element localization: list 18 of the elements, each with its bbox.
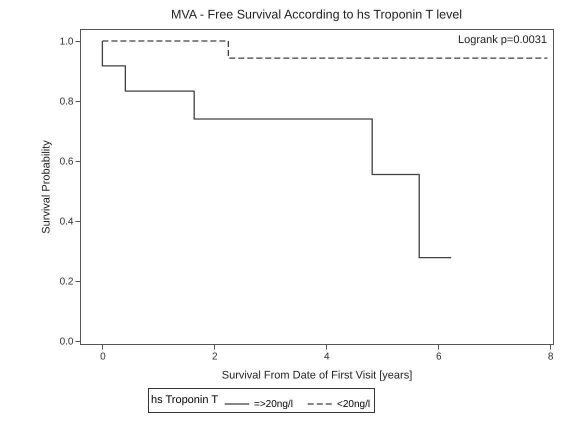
y-tick-label: 0.0	[60, 336, 74, 348]
x-tick-label: 6	[436, 352, 442, 362]
y-axis-title: Survival Probability	[40, 140, 53, 234]
legend-title: hs Troponin T	[151, 394, 218, 406]
x-axis-title: Survival From Date of First Visit [years]	[222, 370, 412, 382]
y-tick-label: 1.0	[60, 36, 74, 48]
legend-label: =>20ng/l	[254, 399, 293, 410]
x-tick-label: 2	[212, 352, 218, 362]
x-tick-label: 0	[100, 352, 106, 362]
y-tick-label: 0.2	[60, 276, 74, 288]
x-tick-label: 4	[324, 352, 330, 362]
chart-title: MVA - Free Survival According to hs Troponin T level	[170, 8, 462, 22]
y-tick-label: 0.4	[60, 216, 74, 228]
y-tick-label: 0.6	[60, 156, 74, 168]
annotation: Logrank p=0.0031	[458, 34, 547, 46]
y-tick-label: 0.8	[60, 96, 74, 108]
legend-label: <20ng/l	[337, 399, 370, 410]
x-tick-label: 8	[548, 352, 554, 362]
